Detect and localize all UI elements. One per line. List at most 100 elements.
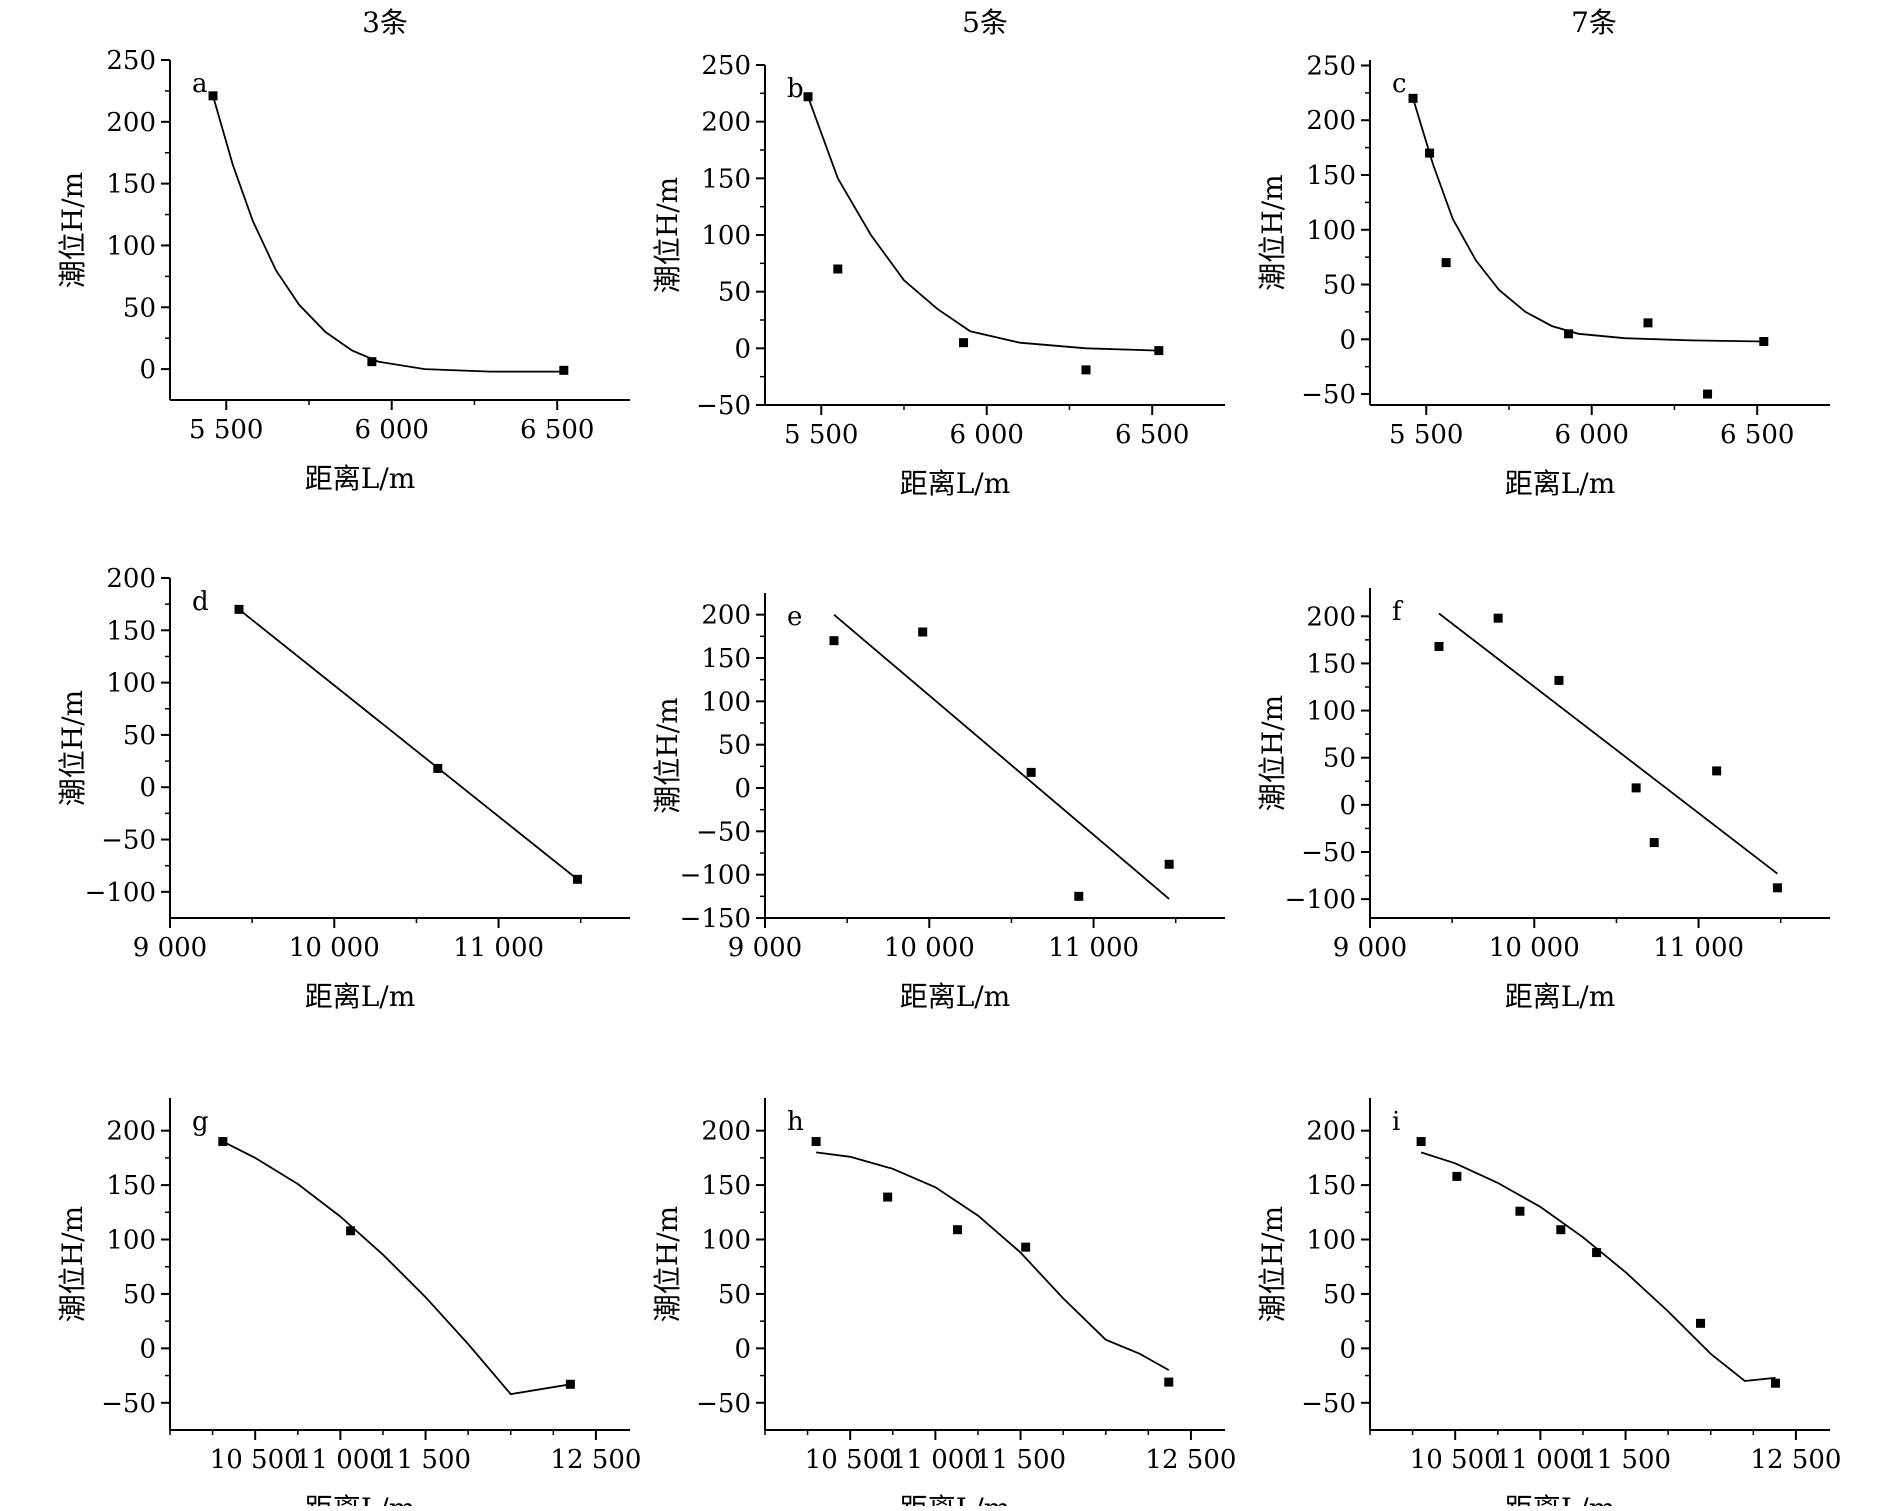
x-axis-label: 距离L/m <box>1505 980 1616 1013</box>
x-tick-label: 10 000 <box>884 933 975 963</box>
y-axis-label: 潮位H/m <box>651 1206 684 1322</box>
x-axis-label: 距离L/m <box>900 467 1011 500</box>
x-tick-label: 11 500 <box>380 1445 471 1475</box>
x-tick-label: 12 500 <box>1750 1445 1841 1475</box>
data-point <box>803 92 813 102</box>
x-tick-label: 5 500 <box>1389 420 1463 450</box>
data-point <box>883 1192 893 1202</box>
data-point <box>572 874 582 884</box>
data-point <box>1564 329 1574 339</box>
x-axis-label: 距离L/m <box>305 980 416 1013</box>
y-tick-label: 50 <box>123 1280 156 1310</box>
y-tick-label: 150 <box>106 616 156 646</box>
fit-curve <box>1412 98 1764 343</box>
data-point <box>918 627 928 637</box>
y-tick-label: 50 <box>718 1280 751 1310</box>
data-point <box>1770 1378 1780 1388</box>
chart-panel-b: −50 0 50 100 150 200 250 5 500 6 000 6 500 b 距离L/m 潮… <box>651 51 1225 500</box>
x-tick-label: 9 000 <box>1333 933 1407 963</box>
y-tick-label: 250 <box>106 46 156 76</box>
x-tick-label: 11 500 <box>1580 1445 1671 1475</box>
fit-curve <box>238 608 578 881</box>
fit-curve <box>1438 612 1778 875</box>
y-tick-label: 150 <box>701 1171 751 1201</box>
data-point <box>829 636 839 646</box>
y-tick-label: 100 <box>106 231 156 261</box>
y-tick-label: 100 <box>106 1226 156 1256</box>
y-tick-label: −50 <box>696 817 751 847</box>
y-tick-label: 150 <box>106 170 156 200</box>
x-tick-label: 6 000 <box>355 415 429 445</box>
x-tick-label: 11 000 <box>1048 933 1139 963</box>
data-point <box>1493 613 1503 623</box>
data-point <box>1643 318 1653 328</box>
y-tick-label: 100 <box>1306 697 1356 727</box>
x-tick-label: 6 500 <box>520 415 594 445</box>
y-tick-label: −50 <box>101 1389 156 1419</box>
x-tick-label: 6 500 <box>1115 420 1189 450</box>
y-tick-label: 100 <box>701 1226 751 1256</box>
panel-letter: e <box>787 602 802 632</box>
data-point <box>1026 767 1036 777</box>
data-point <box>1154 346 1164 356</box>
x-tick-label: 10 000 <box>289 933 380 963</box>
x-tick-label: 11 500 <box>975 1445 1066 1475</box>
y-tick-label: −100 <box>1285 885 1356 915</box>
data-point <box>833 264 843 274</box>
y-tick-label: 100 <box>701 687 751 717</box>
y-axis-label: 潮位H/m <box>1256 1206 1289 1322</box>
data-point <box>218 1137 228 1147</box>
y-tick-label: −50 <box>696 391 751 421</box>
y-tick-label: −50 <box>696 1389 751 1419</box>
y-tick-label: 200 <box>701 1117 751 1147</box>
data-point <box>1164 1377 1174 1387</box>
y-tick-label: 200 <box>1306 106 1356 136</box>
y-tick-label: 0 <box>1339 1334 1356 1364</box>
data-point <box>234 604 244 614</box>
data-point <box>811 1137 821 1147</box>
y-tick-label: 100 <box>1306 1226 1356 1256</box>
x-tick-label: 9 000 <box>133 933 207 963</box>
y-tick-label: 50 <box>123 721 156 751</box>
panels: 0 50 100 150 200 250 5 500 6 000 6 500 a 距离L/m 潮位H/… <box>56 46 1841 1511</box>
data-point <box>1554 675 1564 685</box>
data-point <box>1425 148 1435 158</box>
y-tick-label: 50 <box>718 278 751 308</box>
y-tick-label: −100 <box>680 861 751 891</box>
y-axis-label: 潮位H/m <box>56 172 89 288</box>
y-tick-label: 0 <box>1339 325 1356 355</box>
data-point <box>1515 1206 1525 1216</box>
y-axis-label: 潮位H/m <box>56 1206 89 1322</box>
panel-letter: d <box>192 587 209 617</box>
data-point <box>959 338 969 348</box>
y-axis-label: 潮位H/m <box>1256 174 1289 290</box>
y-tick-label: 100 <box>701 221 751 251</box>
data-point <box>1712 766 1722 776</box>
x-axis-label: 距离L/m <box>1505 1492 1616 1506</box>
y-tick-label: 0 <box>139 1334 156 1364</box>
data-point <box>1696 1318 1706 1328</box>
data-point <box>346 1226 356 1236</box>
column-title-5: 5条 <box>962 6 1008 39</box>
y-tick-label: 150 <box>1306 161 1356 191</box>
y-tick-label: 200 <box>106 1117 156 1147</box>
panel-letter: c <box>1392 69 1407 99</box>
data-point <box>1649 838 1659 848</box>
panel-letter: b <box>787 74 804 104</box>
data-point <box>559 365 569 375</box>
x-tick-label: 10 500 <box>210 1445 301 1475</box>
data-point <box>1703 389 1713 399</box>
y-tick-label: 0 <box>734 774 751 804</box>
y-tick-label: 0 <box>1339 791 1356 821</box>
data-point <box>1021 1242 1031 1252</box>
y-tick-label: 0 <box>139 355 156 385</box>
y-axis-label: 潮位H/m <box>651 177 684 293</box>
x-tick-label: 11 000 <box>295 1445 386 1475</box>
y-tick-label: −150 <box>680 904 751 934</box>
y-tick-label: 0 <box>734 334 751 364</box>
x-tick-label: 10 500 <box>1410 1445 1501 1475</box>
y-tick-label: 100 <box>106 669 156 699</box>
